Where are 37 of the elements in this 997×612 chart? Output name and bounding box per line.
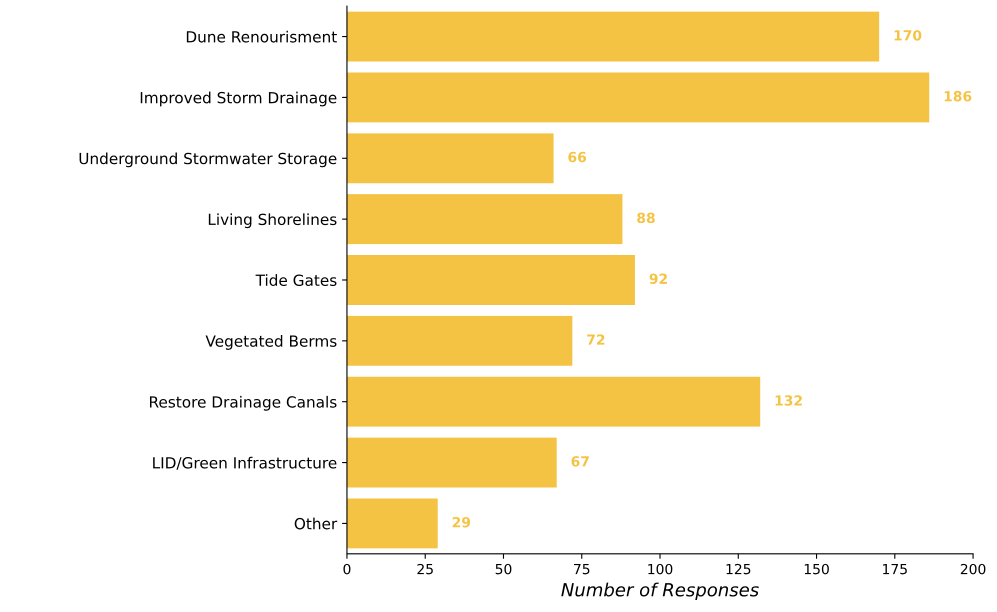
x-tick-label: 50 [496,564,512,574]
bar [346,133,554,184]
y-tick-label: Other [294,518,338,530]
data-label: 92 [650,274,667,284]
bar [346,438,557,488]
bar [346,376,760,427]
y-tick-label: Dune Renourisment [186,30,337,43]
bar [346,12,880,62]
y-tick-label: Living Shorelines [208,213,336,228]
x-tick-label: 25 [417,564,433,574]
data-label: 67 [571,456,589,467]
bar [346,255,635,305]
y-tick-label: LID/Green Infrastructure [153,456,336,470]
data-label: 29 [452,516,470,528]
x-tick-label: 200 [960,564,986,574]
bar [346,194,622,244]
data-label: 88 [637,212,655,224]
data-label: 132 [776,395,802,406]
bar [346,72,930,122]
data-label: 170 [894,30,922,41]
y-tick-label: Improved Storm Drainage [140,92,336,106]
x-axis-title: Number of Responses [561,582,759,600]
y-tick-label: Vegetated Berms [206,335,336,350]
y-tick-label: Underground Stormwater Storage [80,152,336,168]
data-label: 72 [587,334,604,345]
x-tick-label: 75 [574,564,590,574]
data-label: 186 [944,90,972,102]
y-tick-label: Tide Gates [256,274,336,286]
x-tick-label: 125 [726,564,750,574]
bar [346,498,438,548]
x-tick-label: 0 [343,564,350,574]
y-tick-label: Restore Drainage Canals [150,396,336,411]
x-tick-label: 100 [648,564,672,574]
data-label: 66 [568,152,586,162]
x-tick-label: 175 [883,564,907,574]
bar [346,316,572,366]
x-tick-label: 150 [804,564,829,574]
